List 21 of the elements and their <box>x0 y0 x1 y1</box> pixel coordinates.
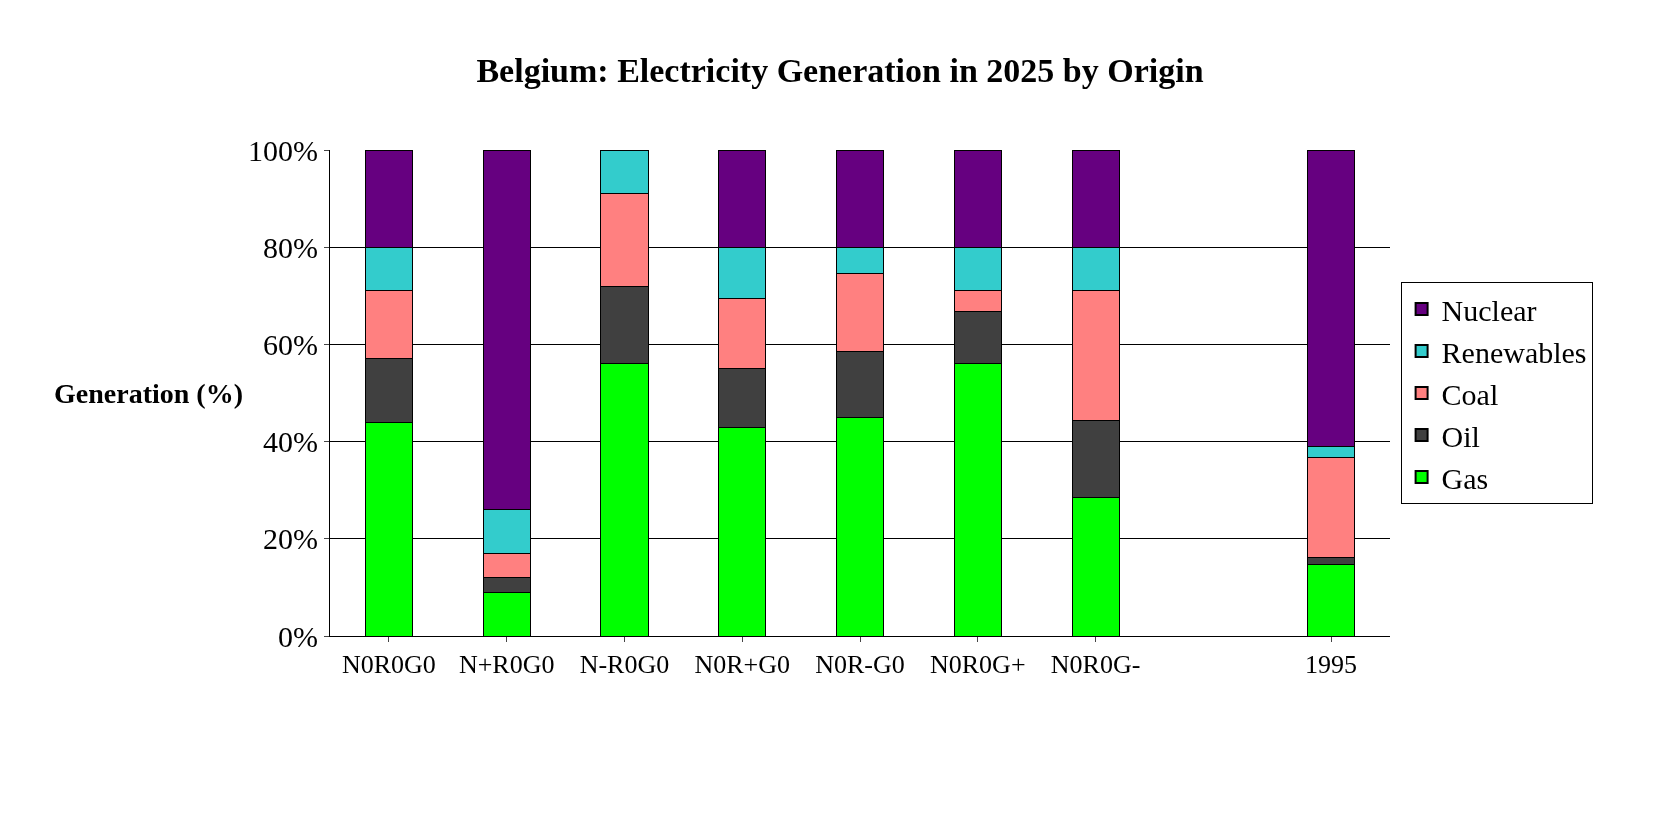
legend-label: Renewables <box>1441 335 1587 369</box>
x-tick-label: 1995 <box>1305 650 1358 680</box>
x-tick-label: N+R0G0 <box>458 650 555 680</box>
x-tick-label: N-R0G0 <box>579 650 670 680</box>
y-axis-title: Generation (%) <box>54 378 243 409</box>
x-tick-label: N0R-G0 <box>815 650 905 680</box>
y-tick-label: 60% <box>263 327 318 361</box>
y-tick-label: 0% <box>278 619 318 653</box>
chart-title: Belgium: Electricity Generation in 2025 by Origin <box>476 52 1204 90</box>
legend-label: Oil <box>1441 419 1480 453</box>
x-tick-label: N0R+G0 <box>694 650 790 680</box>
y-tick-label: 40% <box>263 425 318 459</box>
y-tick-label: 80% <box>263 230 318 264</box>
legend-label: Nuclear <box>1441 293 1537 327</box>
legend-label: Coal <box>1441 377 1499 411</box>
y-tick-label: 20% <box>263 522 318 556</box>
y-tick-label: 100% <box>248 133 318 167</box>
x-tick-label: N0R0G0 <box>341 650 436 680</box>
legend-label: Gas <box>1441 461 1489 495</box>
x-tick-label: N0R0G- <box>1050 650 1141 680</box>
x-tick-label: N0R0G+ <box>930 650 1026 680</box>
